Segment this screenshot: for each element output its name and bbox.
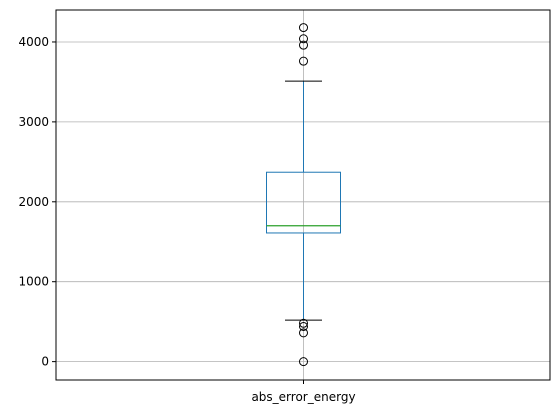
outlier-point-0	[299, 23, 308, 33]
outlier-point-3	[299, 56, 308, 66]
outlier-point-6	[299, 328, 308, 338]
y-tick-label-1000: 1000	[18, 275, 49, 289]
outlier-point-7	[299, 357, 308, 367]
y-tick-label-0: 0	[41, 355, 49, 369]
outlier-point-1	[299, 34, 308, 44]
y-tick-label-4000: 4000	[18, 35, 49, 49]
outlier-point-2	[299, 40, 308, 50]
outlier-point-5	[299, 321, 308, 331]
outlier-point-4	[299, 318, 308, 328]
iqr-box	[266, 171, 341, 234]
x-tick-label: abs_error_energy	[251, 390, 355, 404]
grid-layer	[56, 10, 550, 380]
box-plot	[266, 23, 341, 367]
y-tick-label-2000: 2000	[18, 195, 49, 209]
axis-layer: 0 1000 2000 3000 4000 abs_error_energy	[18, 35, 355, 404]
y-tick-label-3000: 3000	[18, 115, 49, 129]
